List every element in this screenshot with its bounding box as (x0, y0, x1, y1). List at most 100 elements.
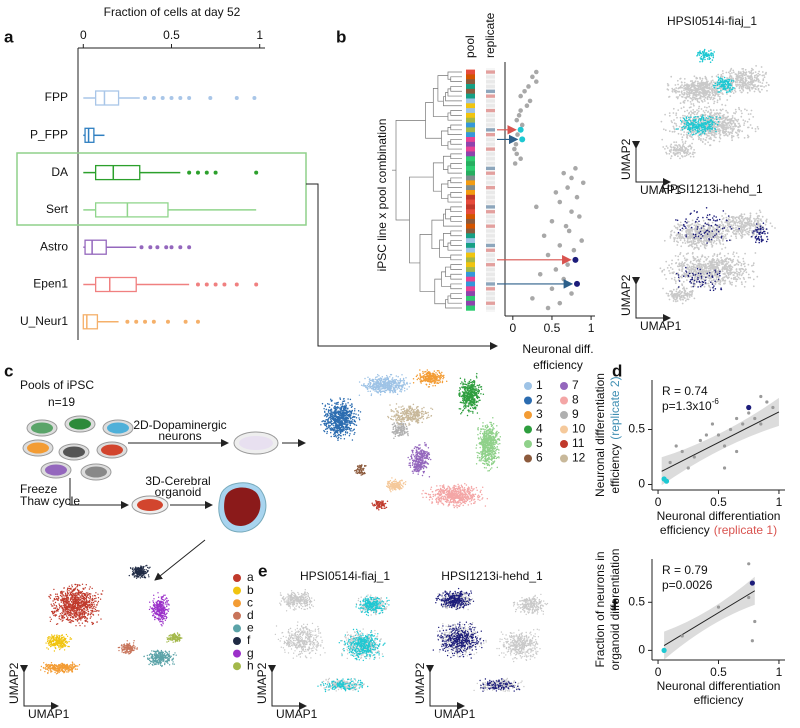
label-text: Neuronal differentiation (657, 679, 781, 693)
x-tick-label: 0.5 (710, 665, 727, 679)
dot (518, 93, 523, 99)
dendrogram-branch (447, 194, 462, 203)
legend-swatch (524, 411, 532, 419)
pool-stripe (466, 165, 475, 172)
point (746, 404, 752, 411)
umap-axis (426, 665, 465, 710)
outlier (222, 282, 227, 287)
pool-stripe (466, 305, 475, 311)
umap-points (458, 372, 485, 417)
fit-line (661, 411, 780, 472)
umap-points (279, 589, 316, 612)
x-tick-label: 0 (655, 495, 662, 509)
pool-stripe (466, 242, 475, 249)
dish-content (31, 422, 53, 434)
outlier (151, 96, 156, 100)
point (663, 478, 670, 484)
point (728, 427, 733, 432)
legend-label: 12 (572, 451, 586, 465)
umap-points (421, 482, 489, 509)
umap-points (385, 477, 407, 493)
umap-points (412, 369, 448, 388)
pool-stripe (466, 190, 475, 196)
legend-label: 9 (572, 407, 579, 421)
dot (553, 190, 559, 195)
pool-stripe (466, 214, 475, 220)
umap-axis (268, 665, 307, 710)
outlier (125, 319, 130, 324)
y-label: Fraction of neurons in (593, 551, 607, 667)
annotation-sup: -6 (712, 397, 720, 406)
dot (530, 296, 535, 301)
point (680, 449, 684, 454)
pool-stripe (466, 112, 475, 119)
annotation: p=0.0026 (662, 578, 713, 592)
dot (516, 113, 522, 118)
pools-title: Pools of iPSC (20, 378, 94, 392)
x-label: Neuronal diff. (522, 342, 593, 356)
outlier (183, 319, 188, 324)
umap-points (355, 595, 390, 617)
outlier (195, 170, 200, 175)
umap-y-label: UMAP2 (7, 662, 21, 704)
y-tick-label: 0.5 (628, 594, 645, 608)
umap-points (391, 422, 411, 440)
outlier (160, 96, 165, 100)
point (661, 647, 667, 653)
pool-stripe (466, 151, 475, 157)
label-text: efficiency (660, 523, 710, 537)
dot (569, 175, 574, 181)
box (84, 127, 95, 143)
dot (557, 199, 563, 205)
panel-label: a (4, 27, 14, 46)
umap-points (117, 640, 138, 655)
dot (519, 122, 525, 128)
y-tick-label: 0 (638, 477, 645, 491)
dot (574, 194, 580, 200)
point (750, 639, 754, 643)
umap-points (512, 593, 549, 616)
dot (513, 141, 519, 147)
point (759, 394, 763, 399)
dot (561, 170, 566, 176)
legend-label: 5 (536, 436, 543, 450)
x-tick-label: 1 (776, 665, 783, 679)
umap-title: HPSI0514i-fiaj_1 (300, 569, 390, 583)
outlier (254, 170, 259, 175)
category-label: P_FPP (30, 127, 68, 141)
panel-label: d (612, 361, 622, 380)
umap-y-label: UMAP2 (255, 662, 269, 704)
outlier (195, 282, 200, 287)
pool-stripe (466, 286, 475, 292)
legend-label: 7 (572, 378, 579, 392)
y-tick-label: 0 (638, 643, 645, 657)
umap-points (128, 564, 151, 579)
umap-points (751, 222, 769, 244)
point (710, 422, 715, 426)
pool-stripe (466, 223, 475, 229)
dot (512, 146, 517, 152)
dot (515, 132, 520, 137)
legend-label: b (247, 583, 254, 597)
dot (524, 103, 530, 109)
y-label: efficiency (replicate 2) (608, 376, 622, 493)
dish-content (101, 444, 123, 456)
organoid-core (224, 487, 261, 526)
dot (553, 267, 559, 272)
umap-points (675, 114, 721, 136)
y-tick-label: 0.5 (628, 422, 645, 436)
outlier (143, 96, 148, 100)
outlier (234, 96, 239, 100)
outlier (234, 282, 239, 287)
umap-x-label: UMAP1 (434, 707, 476, 721)
point (704, 433, 709, 437)
x-tick-label: 1 (776, 495, 783, 509)
pool-stripe (466, 79, 475, 85)
legend-label: 8 (572, 393, 579, 407)
dot (514, 117, 520, 123)
pool-stripe (466, 218, 475, 225)
fit-line (663, 590, 756, 646)
umap-title: HPSI0514i-fiaj_1 (667, 14, 757, 28)
dish-content (107, 422, 129, 434)
dish-content (85, 466, 107, 478)
